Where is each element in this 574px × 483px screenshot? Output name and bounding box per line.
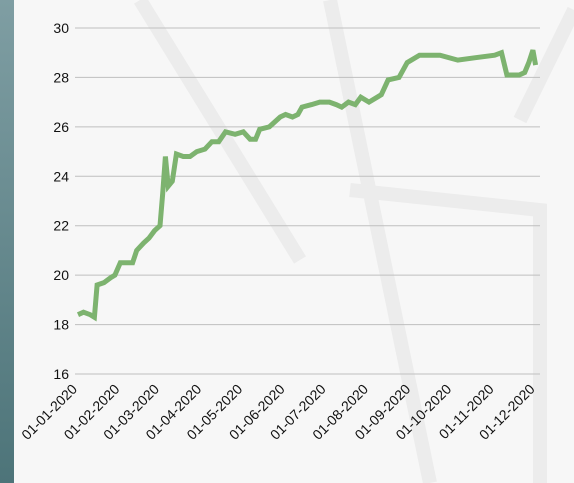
y-tick-label: 24 <box>53 168 69 184</box>
y-tick-label: 26 <box>53 119 69 135</box>
y-tick-label: 16 <box>53 366 69 382</box>
y-tick-label: 20 <box>53 267 69 283</box>
y-tick-label: 30 <box>53 20 69 36</box>
line <box>76 49 539 322</box>
side-strip <box>0 0 14 483</box>
y-tick-label: 28 <box>53 69 69 85</box>
decor <box>134 0 574 483</box>
y-tick-label: 18 <box>53 317 69 333</box>
y-tick-label: 22 <box>53 218 69 234</box>
